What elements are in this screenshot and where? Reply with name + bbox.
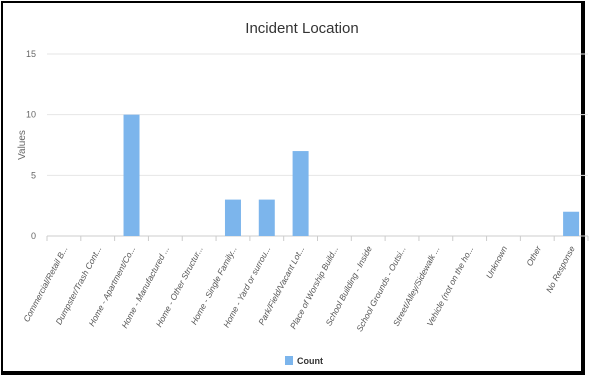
x-axis-ticks: Commercial/Retail B...Dumpster/Trash Con…: [21, 243, 577, 333]
bar[interactable]: [224, 199, 241, 236]
y-tick-label: 15: [26, 49, 36, 59]
y-tick-label: 0: [31, 231, 36, 241]
legend-label-count: Count: [297, 356, 323, 366]
y-tick-label: 10: [26, 110, 36, 120]
x-tick-label: No Response: [544, 244, 577, 294]
bars: [123, 114, 580, 236]
bar[interactable]: [258, 199, 275, 236]
chart-title: Incident Location: [245, 20, 358, 37]
bar[interactable]: [292, 151, 309, 236]
y-axis-ticks: 0 5 10 15: [26, 49, 36, 241]
x-tick-label: Unknown: [484, 244, 510, 280]
x-tick-label: Other: [524, 243, 543, 267]
bar[interactable]: [563, 211, 580, 236]
y-tick-label: 5: [31, 170, 36, 180]
legend[interactable]: Count: [285, 356, 323, 366]
legend-swatch-count: [285, 356, 293, 365]
y-axis-label: Values: [17, 130, 28, 160]
bar[interactable]: [123, 114, 140, 236]
